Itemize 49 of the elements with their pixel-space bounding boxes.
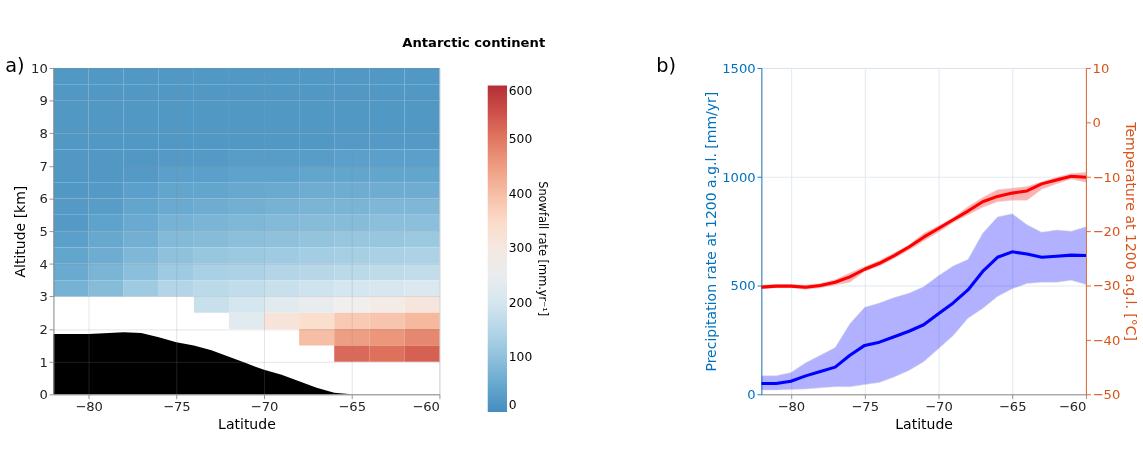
y-tick-label: 500 <box>730 278 756 294</box>
y-tick-label: 5 <box>39 224 48 240</box>
line-series <box>759 250 1088 386</box>
y2-tick-label: −50 <box>1092 387 1121 403</box>
x-axis-title: Latitude <box>895 415 953 432</box>
y-tick-label: 1 <box>39 354 48 370</box>
x-axis-title: Latitude <box>218 415 276 432</box>
y2-tick-label: −30 <box>1092 278 1121 294</box>
x-tick-label: −75 <box>851 399 879 415</box>
x-tick-label: −60 <box>412 399 440 415</box>
y-tick-label: 1500 <box>722 60 756 76</box>
y2-tick-label: 0 <box>1092 115 1101 131</box>
y-tick-label: 2 <box>39 321 48 337</box>
text: Antarctic continent <box>402 34 546 50</box>
y2-tick-label: −10 <box>1092 169 1121 185</box>
color-bar-label: 600 <box>508 84 533 99</box>
x-tick-label: −65 <box>338 399 367 415</box>
color-bar-label: 100 <box>508 350 533 365</box>
x-tick-label: −80 <box>75 399 103 415</box>
color-bar-label: 0 <box>508 398 517 413</box>
x-tick-label: −65 <box>998 399 1027 415</box>
y-tick-label: 4 <box>39 256 48 272</box>
y2-axis-title: Temperature at 1200 a.g.l. [°C] <box>1123 121 1140 342</box>
y-tick-label: 6 <box>39 191 48 207</box>
y-tick-label: 0 <box>747 387 756 403</box>
y-tick-label: 1000 <box>722 169 756 185</box>
text: a) <box>5 54 25 78</box>
y2-tick-label: 10 <box>1092 60 1110 76</box>
y-tick-label: 7 <box>39 158 48 174</box>
x-tick-label: −60 <box>1058 399 1087 415</box>
x-tick-label: −70 <box>925 399 953 415</box>
color-bar-label: 400 <box>508 186 533 201</box>
y2-tick-label: −40 <box>1092 332 1121 348</box>
y-tick-label: 3 <box>39 289 48 305</box>
y-axis-title: Precipitation rate at 1200 a.g.l. [mm/yr] <box>703 91 720 372</box>
color-bar-title: Snowfall rate [mm.yr⁻¹] <box>536 181 551 317</box>
color-bar-label: 500 <box>508 132 533 147</box>
color-bar-label: 300 <box>508 241 533 256</box>
x-tick-label: −70 <box>250 399 279 415</box>
y2-tick-label: −20 <box>1092 224 1121 240</box>
text: b) <box>656 54 676 78</box>
y-tick-label: 8 <box>39 126 48 142</box>
y-tick-label: 10 <box>31 60 48 76</box>
y-tick-label: 9 <box>39 93 48 109</box>
color-bar-label: 200 <box>508 295 533 310</box>
x-tick-label: −80 <box>777 399 806 415</box>
y-tick-label: 0 <box>39 387 48 403</box>
y-axis-title: Altitude [km] <box>11 185 28 278</box>
x-tick-label: −75 <box>162 399 191 415</box>
